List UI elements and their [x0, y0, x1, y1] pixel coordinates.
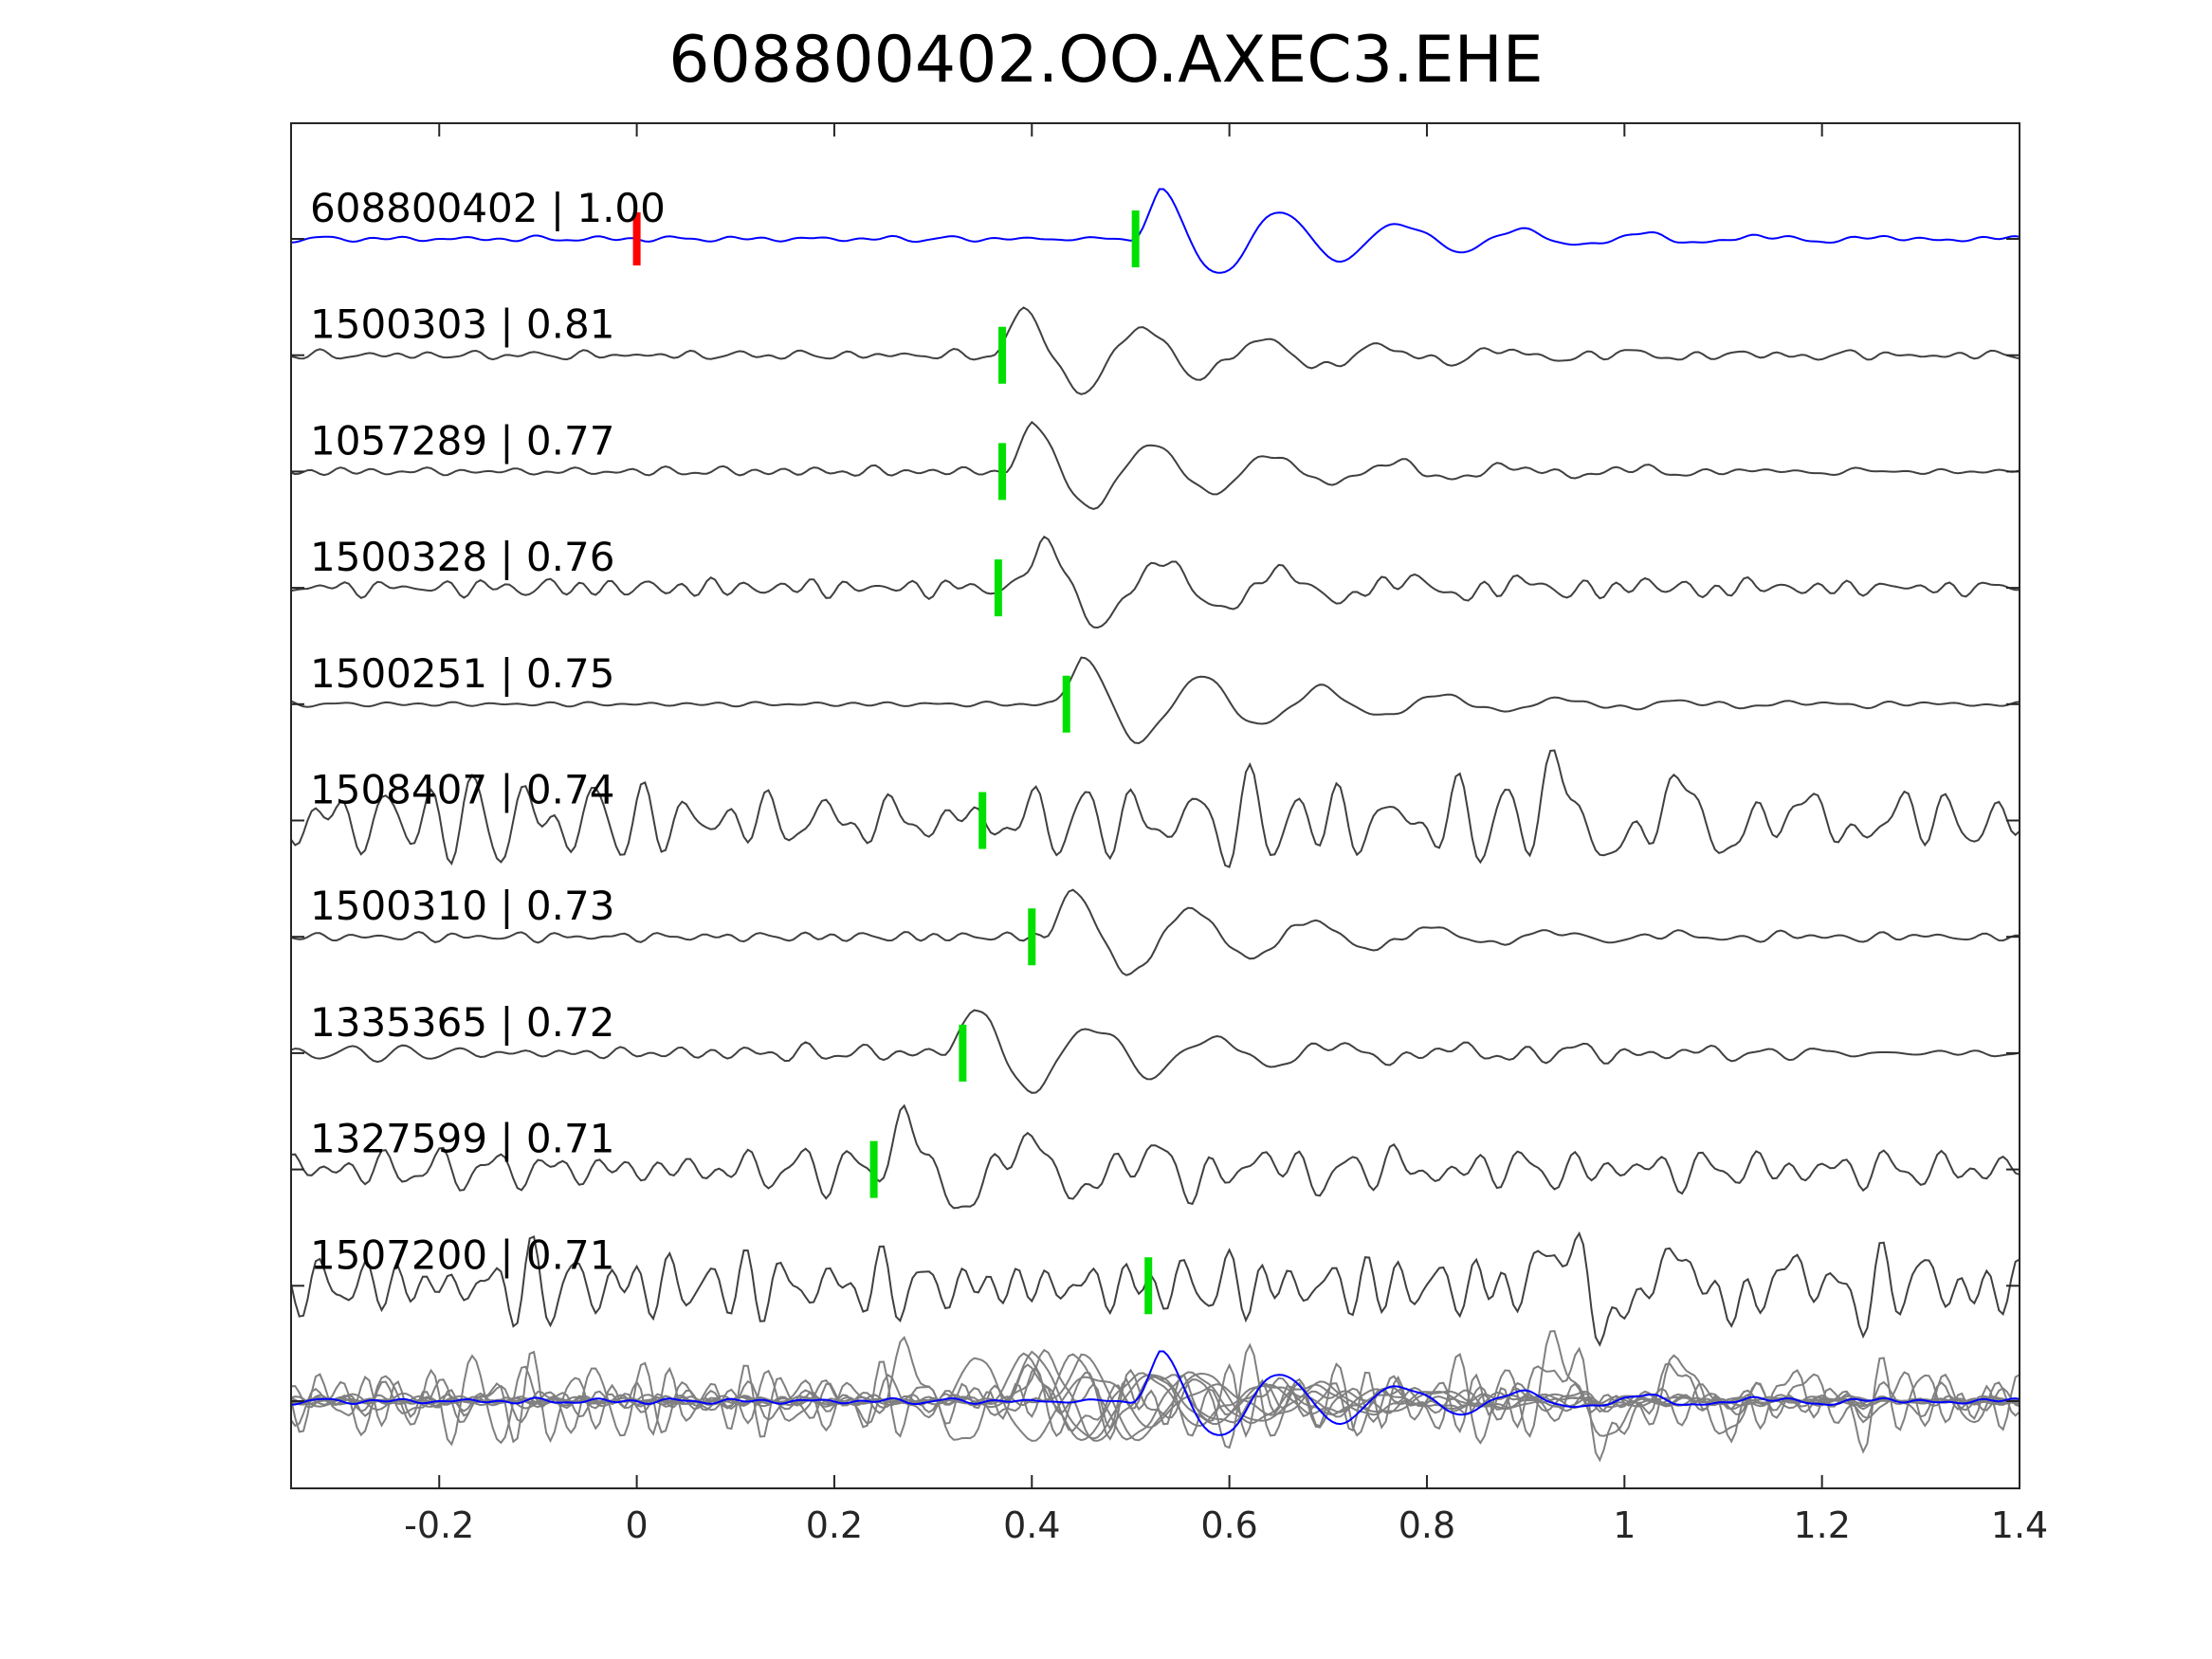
x-axis: -0.2 0 0.2 0.4 0.6 0.8 1 1.2 1.4 — [404, 123, 2048, 1546]
trace-label-1507200: 1507200 | 0.71 — [310, 1231, 614, 1278]
stack-trace-1327599 — [290, 1335, 2020, 1441]
x-tick-label: 0 — [626, 1504, 649, 1546]
x-tick-label: 0.8 — [1398, 1504, 1455, 1546]
stack-layer — [290, 1330, 2020, 1463]
trace-1507200 — [290, 1231, 2020, 1347]
trace-label-1500251: 1500251 | 0.75 — [310, 650, 614, 697]
trace-608800402 — [290, 188, 2020, 274]
traces-layer — [290, 188, 2020, 1347]
x-tick-label: -0.2 — [404, 1504, 474, 1546]
trace-label-1500328: 1500328 | 0.76 — [310, 534, 614, 580]
trace-label-1335365: 1335365 | 0.72 — [310, 999, 614, 1046]
x-tick-label: 1 — [1613, 1504, 1636, 1546]
trace-1327599 — [290, 1103, 2020, 1210]
trace-1057289 — [290, 420, 2020, 510]
trace-1500310 — [290, 888, 2020, 976]
stack-trace-1508407 — [290, 1330, 2020, 1449]
x-tick-label: 1.2 — [1793, 1504, 1850, 1546]
chart-title: 608800402.OO.AXEC3.EHE — [668, 23, 1544, 98]
x-tick-label: 0.2 — [806, 1504, 863, 1546]
trace-label-1500303: 1500303 | 0.81 — [310, 301, 614, 348]
trace-1500303 — [290, 306, 2020, 395]
trace-1500328 — [290, 535, 2020, 629]
trace-label-1327599: 1327599 | 0.71 — [310, 1116, 614, 1162]
trace-label-608800402: 608800402 | 1.00 — [310, 185, 666, 231]
stack-trace-template — [290, 1350, 2020, 1436]
trace-1500251 — [290, 656, 2020, 745]
plot-frame — [290, 122, 2020, 1489]
y-ticks — [291, 238, 2020, 1402]
trace-labels: 608800402 | 1.00 1500303 | 0.81 1057289 | … — [310, 185, 666, 1278]
stack-trace-1507200 — [290, 1346, 2020, 1463]
x-tick-label: 0.4 — [1003, 1504, 1060, 1546]
x-tick-label: 1.4 — [1991, 1504, 2048, 1546]
trace-1508407 — [290, 749, 2020, 868]
stack-trace-1057289 — [290, 1350, 2020, 1440]
trace-label-1508407: 1508407 | 0.74 — [310, 767, 614, 813]
markers-layer — [632, 210, 1153, 1315]
trace-label-1057289: 1057289 | 0.77 — [310, 417, 614, 464]
trace-1335365 — [290, 1009, 2020, 1094]
x-tick-label: 0.6 — [1200, 1504, 1257, 1546]
trace-label-1500310: 1500310 | 0.73 — [310, 883, 614, 929]
